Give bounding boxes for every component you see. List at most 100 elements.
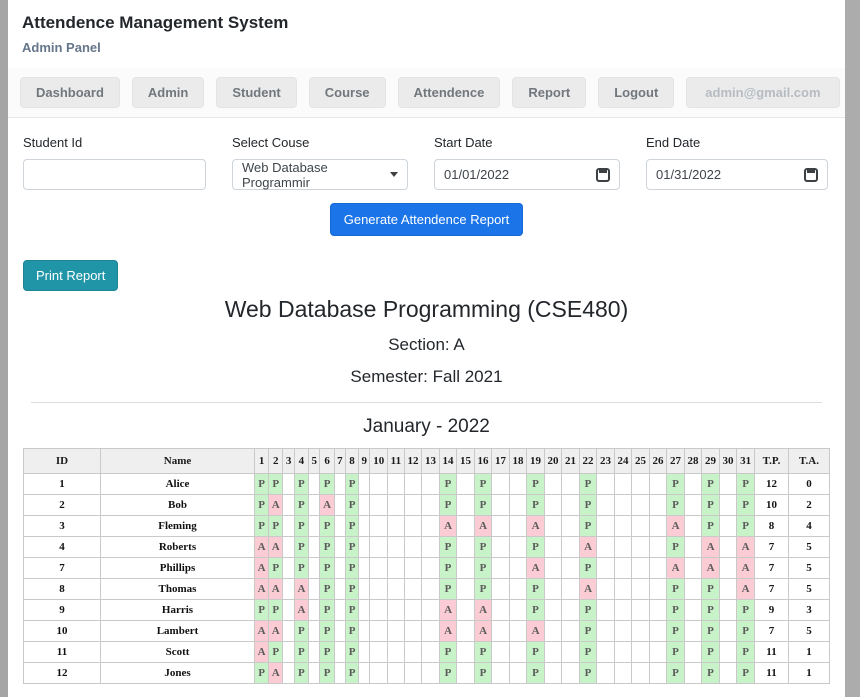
logout-button[interactable]: Logout — [598, 77, 675, 108]
table-row: 11 Scott A P P P P P P P P P P P 11 1 — [23, 641, 830, 663]
attendance-cell-day-11 — [386, 620, 405, 642]
attendance-cell-day-12 — [403, 641, 423, 663]
attendance-cell-day-14: P — [438, 536, 458, 558]
attendance-cell-day-23 — [596, 620, 615, 642]
day-column-header-26: 26 — [648, 448, 668, 474]
student-id-input[interactable] — [33, 166, 196, 183]
attendance-cell-day-16: P — [473, 536, 493, 558]
total-absent-cell: 3 — [788, 599, 830, 621]
student-name-cell: Jones — [100, 662, 255, 684]
attendance-cell-day-24 — [613, 536, 633, 558]
attendance-cell-day-14: P — [438, 578, 458, 600]
attendance-cell-day-28 — [683, 578, 703, 600]
attendance-cell-day-6: P — [319, 473, 335, 495]
course-select-label: Select Couse — [232, 135, 310, 150]
attendance-cell-day-27: P — [666, 662, 685, 684]
attendance-cell-day-10 — [369, 557, 388, 579]
attendance-cell-day-24 — [613, 578, 633, 600]
calendar-icon[interactable] — [596, 167, 610, 182]
attendance-cell-day-28 — [683, 515, 703, 537]
attendance-cell-day-17 — [491, 557, 510, 579]
nav-item-admin[interactable]: Admin — [131, 77, 205, 108]
attendance-cell-day-30 — [718, 473, 738, 495]
attendance-cell-day-26 — [648, 641, 668, 663]
attendance-cell-day-31: P — [736, 641, 755, 663]
attendance-cell-day-23 — [596, 473, 615, 495]
end-date-input[interactable]: 01/31/2022 — [646, 159, 828, 190]
attendance-table-body: 1 Alice P P P P P P P P P P P P 12 0 2 Bob P A P A P P P P P P P P 10 2… — [23, 473, 830, 684]
attendance-cell-day-25 — [631, 578, 650, 600]
attendance-cell-day-21 — [561, 494, 580, 516]
attendance-cell-day-4: A — [293, 599, 310, 621]
attendance-cell-day-26 — [648, 473, 668, 495]
print-report-button[interactable]: Print Report — [23, 260, 119, 291]
attendance-cell-day-15 — [456, 578, 475, 600]
attendance-cell-day-10 — [369, 494, 388, 516]
attendance-cell-day-20 — [543, 557, 563, 579]
attendance-cell-day-24 — [613, 641, 633, 663]
attendance-cell-day-17 — [491, 494, 510, 516]
attendance-cell-day-31: P — [736, 494, 755, 516]
attendance-cell-day-9 — [357, 641, 371, 663]
attendance-cell-day-14: A — [438, 620, 458, 642]
attendance-cell-day-18 — [508, 620, 528, 642]
attendance-cell-day-16: P — [473, 473, 493, 495]
attendance-cell-day-5 — [307, 641, 321, 663]
attendance-cell-day-5 — [307, 473, 321, 495]
start-date-input[interactable]: 01/01/2022 — [434, 159, 620, 190]
nav-item-student[interactable]: Student — [216, 77, 297, 108]
attendance-cell-day-13 — [421, 620, 440, 642]
attendance-cell-day-30 — [718, 578, 738, 600]
chevron-down-icon — [390, 172, 398, 177]
attendance-cell-day-9 — [357, 536, 371, 558]
total-present-cell: 11 — [754, 662, 789, 684]
attendance-cell-day-7 — [333, 536, 347, 558]
attendance-cell-day-24 — [613, 599, 633, 621]
attendance-cell-day-26 — [648, 620, 668, 642]
attendance-cell-day-14: P — [438, 662, 458, 684]
attendance-cell-day-22: P — [578, 515, 598, 537]
table-row: 9 Harris P P A P P A A P P P P P 9 3 — [23, 599, 830, 621]
calendar-icon[interactable] — [804, 167, 818, 182]
generate-report-button[interactable]: Generate Attendence Report — [329, 203, 524, 236]
main-content: Student Id Select Couse Web Database Pro… — [8, 118, 845, 684]
attendance-cell-day-5 — [307, 599, 321, 621]
nav-item-attendence[interactable]: Attendence — [397, 77, 501, 108]
attendance-cell-day-28 — [683, 599, 703, 621]
attendance-cell-day-10 — [369, 641, 388, 663]
attendance-cell-day-17 — [491, 578, 510, 600]
attendance-cell-day-6: P — [319, 662, 335, 684]
attendance-cell-day-1: A — [253, 620, 270, 642]
attendance-cell-day-26 — [648, 578, 668, 600]
attendance-cell-day-13 — [421, 515, 440, 537]
attendance-cell-day-27: P — [666, 473, 685, 495]
app-header: Attendence Management System Admin Panel — [8, 0, 845, 55]
attendance-cell-day-12 — [403, 473, 423, 495]
student-name-cell: Phillips — [100, 557, 255, 579]
student-id-cell: 10 — [23, 620, 101, 642]
nav-item-dashboard[interactable]: Dashboard — [20, 77, 120, 108]
attendance-cell-day-1: P — [253, 662, 270, 684]
day-column-header-12: 12 — [403, 448, 423, 474]
total-absent-cell: 5 — [788, 578, 830, 600]
day-column-header-30: 30 — [718, 448, 738, 474]
attendance-cell-day-17 — [491, 641, 510, 663]
window-edge-right — [845, 0, 860, 697]
attendance-cell-day-26 — [648, 662, 668, 684]
day-column-header-4: 4 — [293, 448, 310, 474]
attendance-cell-day-16: P — [473, 578, 493, 600]
attendance-cell-day-22: P — [578, 620, 598, 642]
course-select[interactable]: Web Database Programmir — [232, 159, 408, 190]
attendance-cell-day-20 — [543, 641, 563, 663]
attendance-cell-day-23 — [596, 536, 615, 558]
user-email-button[interactable]: admin@gmail.com — [686, 77, 840, 108]
nav-item-course[interactable]: Course — [308, 77, 386, 108]
attendance-cell-day-16: P — [473, 662, 493, 684]
attendance-cell-day-4: P — [293, 494, 310, 516]
attendance-cell-day-31: P — [736, 620, 755, 642]
nav-item-report[interactable]: Report — [512, 77, 587, 108]
attendance-cell-day-7 — [333, 641, 347, 663]
attendance-cell-day-2: P — [268, 473, 284, 495]
attendance-cell-day-14: A — [438, 515, 458, 537]
total-present-cell: 8 — [754, 515, 789, 537]
